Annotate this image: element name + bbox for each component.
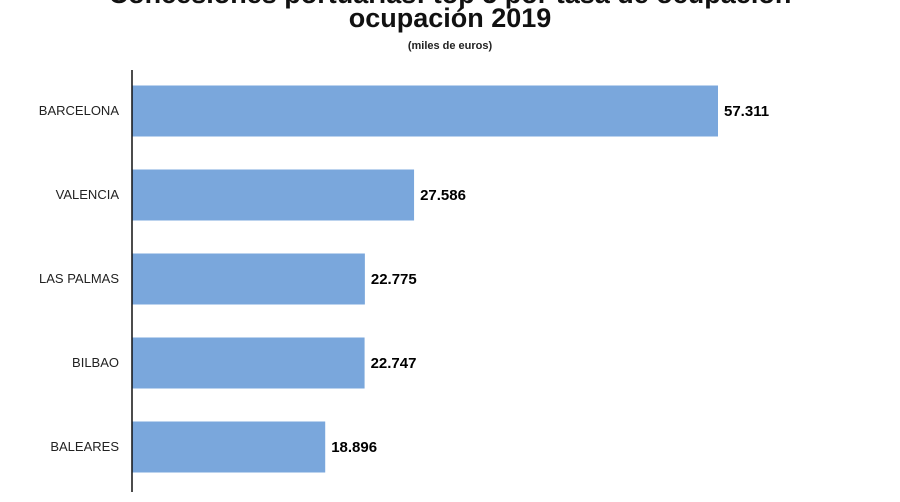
value-label: 57.311 (724, 103, 769, 120)
category-label: BARCELONA (39, 103, 120, 118)
bar (132, 253, 365, 305)
bar (132, 337, 365, 389)
chart-subtitle: (miles de euros) (407, 40, 493, 52)
category-label: BALEARES (50, 439, 119, 454)
bar (132, 169, 415, 221)
category-label: VALENCIA (56, 187, 120, 202)
value-label: 22.775 (371, 271, 417, 288)
category-label: BILBAO (72, 355, 119, 370)
chart-title-line-1: Concesiones portuarias: top 5 por tasa d… (0, 0, 900, 10)
value-label: 18.896 (331, 439, 377, 456)
bar (132, 85, 718, 137)
value-label: 27.586 (420, 187, 466, 204)
category-label: LAS PALMAS (39, 271, 119, 286)
chart-title: ocupación 2019 (348, 3, 552, 33)
bar (132, 421, 326, 473)
value-label: 22.747 (371, 355, 417, 372)
